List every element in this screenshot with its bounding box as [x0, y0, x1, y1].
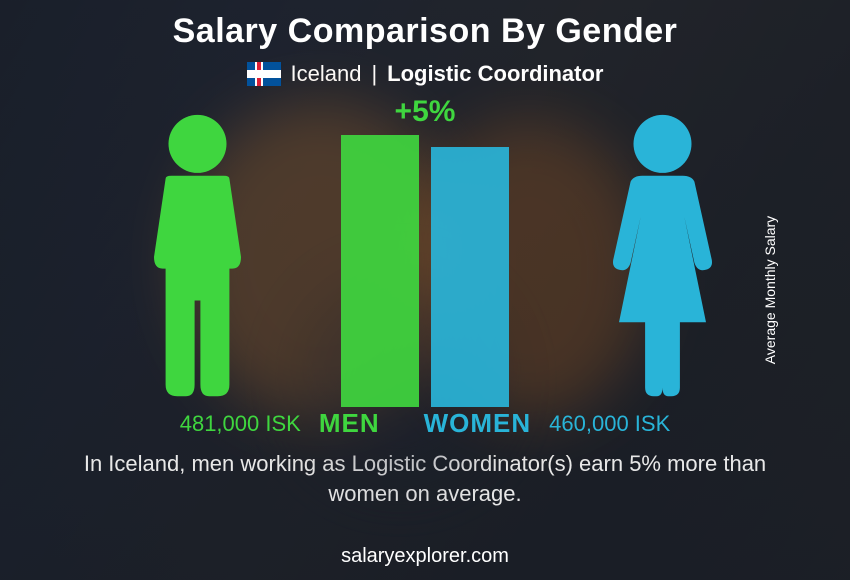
baseline-row: 481,000 ISK MEN WOMEN 460,000 ISK [0, 408, 850, 439]
bar-women [431, 147, 509, 407]
footer-source: salaryexplorer.com [0, 545, 850, 568]
chart-area: +5% 481,000 ISK MEN WOMEN 460,000 ISK [0, 95, 850, 445]
yaxis-label: Average Monthly Salary [762, 216, 778, 364]
women-salary: 460,000 ISK [549, 411, 670, 437]
iceland-flag-icon [247, 62, 281, 86]
country-label: Iceland [291, 61, 362, 87]
description-text: In Iceland, men working as Logistic Coor… [0, 445, 850, 508]
bar-group [341, 135, 509, 407]
men-label: MEN [319, 408, 380, 439]
job-label: Logistic Coordinator [387, 61, 603, 87]
page-title: Salary Comparison By Gender [0, 0, 850, 51]
men-salary: 481,000 ISK [180, 411, 301, 437]
women-label: WOMEN [424, 408, 532, 439]
subtitle: Iceland | Logistic Coordinator [0, 61, 850, 87]
subtitle-separator: | [371, 61, 377, 87]
bar-men [341, 135, 419, 407]
female-person-icon [590, 107, 735, 407]
pct-diff-label: +5% [395, 95, 456, 129]
male-person-icon [125, 107, 270, 407]
